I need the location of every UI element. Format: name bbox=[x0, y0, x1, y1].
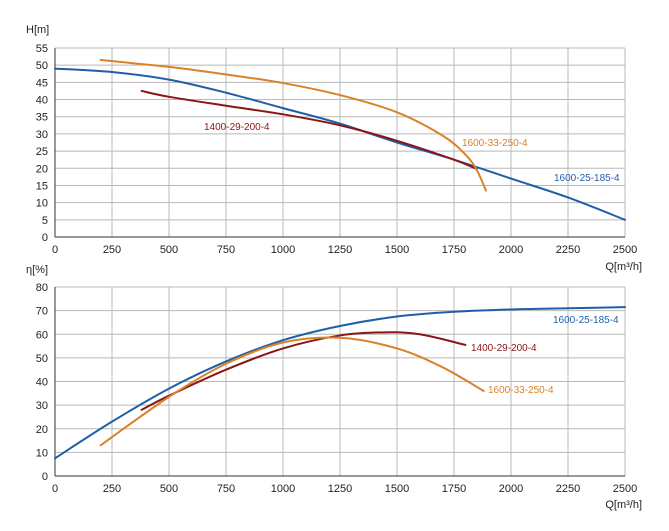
head-y-tick-label: 15 bbox=[36, 180, 48, 192]
head-series-label-1600-25-185-4: 1600-25-185-4 bbox=[554, 173, 620, 184]
head-x-tick-label: 0 bbox=[52, 244, 58, 256]
efficiency-series-label-1400-29-200-4: 1400-29-200-4 bbox=[471, 343, 537, 354]
efficiency-y-tick-label: 10 bbox=[36, 447, 48, 459]
head-x-tick-label: 250 bbox=[103, 244, 121, 256]
efficiency-y-axis-label: η[%] bbox=[26, 264, 48, 276]
efficiency-curve-1400-29-200-4 bbox=[140, 331, 467, 411]
efficiency-curve-1600-33-250-4 bbox=[99, 336, 485, 447]
head-x-tick-label: 1000 bbox=[271, 244, 295, 256]
head-y-tick-label: 50 bbox=[36, 60, 48, 72]
efficiency-x-tick-label: 0 bbox=[52, 483, 58, 495]
head-x-tick-label: 1250 bbox=[328, 244, 352, 256]
efficiency-x-tick-label: 1750 bbox=[442, 483, 466, 495]
head-y-tick-label: 30 bbox=[36, 129, 48, 141]
efficiency-x-tick-label: 1000 bbox=[271, 483, 295, 495]
head-y-tick-label: 0 bbox=[42, 232, 48, 244]
head-y-tick-label: 45 bbox=[36, 77, 48, 89]
head-x-tick-label: 750 bbox=[217, 244, 235, 256]
efficiency-x-tick-label: 750 bbox=[217, 483, 235, 495]
head-x-tick-label: 1750 bbox=[442, 244, 466, 256]
head-series-label-1600-33-250-4: 1600-33-250-4 bbox=[462, 138, 528, 149]
head-x-tick-label: 2000 bbox=[499, 244, 523, 256]
head-chart: 0 250 500 750 1000 1250 1500 1750 2000 2250 2500 0 5… bbox=[26, 24, 642, 273]
efficiency-x-tick-label: 1250 bbox=[328, 483, 352, 495]
head-curve-1400-29-200-4 bbox=[140, 89, 478, 170]
head-x-tick-label: 2250 bbox=[556, 244, 580, 256]
head-y-tick-label: 25 bbox=[36, 146, 48, 158]
head-curve-1600-25-185-4 bbox=[54, 67, 626, 221]
efficiency-y-tick-label: 0 bbox=[42, 471, 48, 483]
head-y-tick-label: 20 bbox=[36, 163, 48, 175]
efficiency-chart: 0 250 500 750 1000 1250 1500 1750 2000 2250 2500 0 1… bbox=[26, 264, 642, 511]
head-y-tick-label: 35 bbox=[36, 112, 48, 124]
efficiency-x-tick-label: 2000 bbox=[499, 483, 523, 495]
efficiency-x-tick-label: 500 bbox=[160, 483, 178, 495]
efficiency-series-label-1600-25-185-4: 1600-25-185-4 bbox=[553, 315, 619, 326]
efficiency-x-tick-label: 1500 bbox=[385, 483, 409, 495]
head-x-axis-label: Q[m³/h] bbox=[605, 261, 642, 273]
efficiency-y-tick-label: 30 bbox=[36, 400, 48, 412]
head-y-tick-label: 55 bbox=[36, 43, 48, 55]
head-y-tick-label: 10 bbox=[36, 198, 48, 210]
efficiency-curve-1600-25-185-4 bbox=[54, 306, 626, 460]
efficiency-x-tick-label: 2500 bbox=[613, 483, 637, 495]
efficiency-y-tick-label: 40 bbox=[36, 377, 48, 389]
head-x-tick-label: 500 bbox=[160, 244, 178, 256]
head-x-tick-label: 2500 bbox=[613, 244, 637, 256]
efficiency-y-tick-label: 50 bbox=[36, 353, 48, 365]
efficiency-y-tick-label: 60 bbox=[36, 329, 48, 341]
efficiency-x-tick-label: 2250 bbox=[556, 483, 580, 495]
efficiency-y-tick-label: 20 bbox=[36, 424, 48, 436]
efficiency-y-tick-label: 80 bbox=[36, 282, 48, 294]
head-y-tick-label: 40 bbox=[36, 95, 48, 107]
head-x-tick-label: 1500 bbox=[385, 244, 409, 256]
efficiency-x-tick-label: 250 bbox=[103, 483, 121, 495]
efficiency-y-tick-label: 70 bbox=[36, 306, 48, 318]
efficiency-x-axis-label: Q[m³/h] bbox=[605, 499, 642, 511]
head-y-tick-label: 5 bbox=[42, 215, 48, 227]
head-series-label-1400-29-200-4: 1400-29-200-4 bbox=[204, 122, 270, 133]
head-y-axis-label: H[m] bbox=[26, 24, 49, 36]
head-curve-1600-33-250-4 bbox=[99, 59, 487, 192]
efficiency-series-label-1600-33-250-4: 1600-33-250-4 bbox=[488, 385, 554, 396]
